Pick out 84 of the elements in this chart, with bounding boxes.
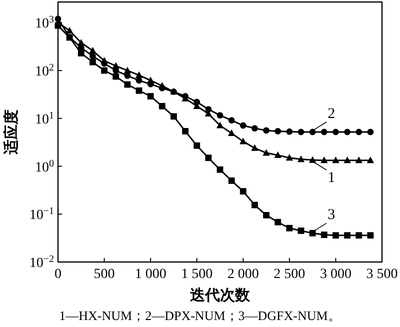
series-label: 3 bbox=[328, 207, 336, 224]
x-tick-label: 3 500 bbox=[366, 267, 398, 282]
point bbox=[332, 128, 339, 136]
point bbox=[262, 149, 270, 156]
point bbox=[205, 154, 212, 162]
point bbox=[320, 156, 328, 164]
point bbox=[194, 98, 200, 106]
point bbox=[344, 128, 350, 136]
text: 1—HX-NUM；2—DPX-NUM；3—DGFX-NUM。 bbox=[59, 308, 341, 323]
y-tick-label: 10$^{3}$ bbox=[35, 14, 54, 32]
point bbox=[158, 84, 166, 92]
point bbox=[124, 72, 131, 79]
point bbox=[344, 232, 350, 239]
point bbox=[90, 58, 96, 66]
x-axis-title: 迭代次数 bbox=[189, 287, 251, 304]
point bbox=[205, 106, 212, 112]
legend-label: 1 bbox=[328, 170, 336, 186]
point bbox=[320, 128, 328, 136]
point bbox=[367, 232, 374, 239]
point bbox=[308, 156, 316, 163]
y-tick-label: 10$^{−2}$ bbox=[29, 254, 54, 271]
point bbox=[228, 177, 235, 184]
point bbox=[298, 128, 304, 136]
y-tick-label: 10$^{2}$ bbox=[35, 62, 54, 80]
point bbox=[228, 129, 236, 136]
point bbox=[297, 155, 305, 162]
point bbox=[240, 122, 246, 129]
x-tick-label: 0 bbox=[54, 267, 62, 282]
point bbox=[90, 52, 96, 60]
point bbox=[66, 26, 74, 34]
point bbox=[274, 218, 282, 226]
point bbox=[158, 102, 166, 110]
point bbox=[309, 230, 316, 236]
point bbox=[252, 202, 258, 208]
x-tick-label: 2 500 bbox=[274, 267, 306, 282]
point bbox=[101, 60, 108, 67]
point bbox=[251, 144, 258, 151]
point bbox=[320, 232, 328, 238]
y-tick-label: 10$^{1}$ bbox=[35, 110, 54, 128]
point bbox=[332, 156, 340, 164]
point bbox=[228, 117, 235, 124]
point bbox=[298, 228, 304, 234]
point bbox=[286, 128, 293, 135]
y-tick-label: 10$^{0}$ bbox=[35, 158, 54, 176]
series-label: 2 bbox=[328, 106, 336, 122]
point bbox=[194, 142, 200, 149]
point bbox=[263, 212, 270, 218]
point bbox=[355, 156, 362, 164]
point bbox=[367, 128, 374, 136]
point bbox=[356, 128, 362, 136]
point bbox=[274, 151, 282, 158]
point bbox=[147, 93, 154, 100]
point bbox=[252, 125, 258, 132]
point bbox=[216, 112, 224, 119]
point bbox=[240, 138, 247, 144]
point bbox=[286, 154, 294, 161]
point bbox=[344, 156, 351, 164]
point bbox=[124, 81, 131, 88]
point bbox=[356, 232, 362, 239]
x-tick-label: 1 000 bbox=[134, 267, 166, 282]
y-axis-title: 适应度 bbox=[2, 110, 20, 156]
x-tick-label: 500 bbox=[94, 267, 115, 282]
point bbox=[274, 128, 282, 134]
point bbox=[136, 87, 142, 94]
point bbox=[170, 113, 177, 120]
point bbox=[263, 127, 270, 134]
point bbox=[240, 188, 246, 194]
point bbox=[136, 77, 142, 84]
x-tick-label: 3 000 bbox=[320, 267, 352, 282]
point bbox=[216, 122, 224, 128]
y-tick-label: 10$^{−1}$ bbox=[29, 206, 54, 224]
point bbox=[89, 46, 96, 54]
point bbox=[135, 71, 143, 78]
point bbox=[101, 67, 108, 74]
x-tick-label: 1 500 bbox=[181, 267, 213, 282]
point bbox=[332, 232, 339, 239]
point bbox=[309, 128, 316, 136]
point bbox=[78, 50, 84, 56]
point bbox=[366, 156, 374, 164]
point bbox=[216, 166, 224, 173]
point bbox=[182, 128, 188, 134]
point bbox=[286, 224, 293, 232]
point bbox=[112, 73, 120, 80]
x-tick-label: 2 000 bbox=[227, 267, 259, 282]
